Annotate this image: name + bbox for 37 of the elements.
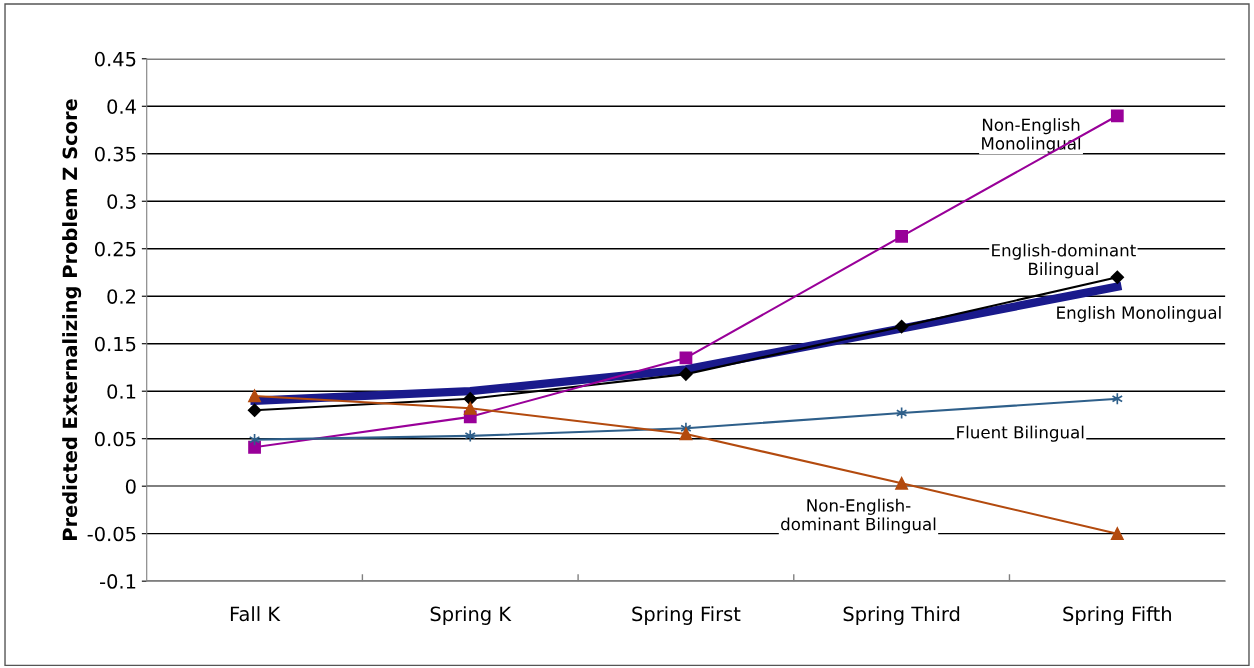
point xyxy=(895,230,909,243)
y-tick-label: 0.1 xyxy=(107,384,136,399)
x-tick-label: Spring First xyxy=(632,606,741,625)
y-axis-title: Predicted Externalizing Problem Z Score xyxy=(62,99,82,540)
y-tick-label: 0.15 xyxy=(94,336,136,352)
point xyxy=(1110,270,1125,284)
series-label: Fluent Bilingual xyxy=(957,425,1084,442)
point xyxy=(1110,527,1124,541)
y-tick-label: 0.25 xyxy=(94,241,136,257)
x-tick-label: Spring K xyxy=(430,606,512,625)
y-tick-label: 0.3 xyxy=(107,194,136,209)
x-tick-label: Spring Third xyxy=(843,606,960,625)
point xyxy=(1110,109,1124,123)
y-tick-label: -0.05 xyxy=(87,526,136,542)
x-tick-label: Fall K xyxy=(230,606,281,622)
y-tick-label: 0.05 xyxy=(94,431,136,447)
point xyxy=(248,440,261,454)
point xyxy=(679,367,693,381)
series-label: English Monolingual xyxy=(1057,306,1221,323)
y-tick-label: 0 xyxy=(125,479,136,494)
point xyxy=(894,319,909,334)
point xyxy=(679,351,693,365)
y-tick-label: 0.2 xyxy=(107,289,136,304)
y-tick-label: 0.45 xyxy=(94,51,136,67)
y-tick-label: 0.4 xyxy=(107,99,136,114)
y-tick-label: 0.35 xyxy=(94,146,136,162)
point xyxy=(463,401,477,415)
point xyxy=(463,392,477,406)
point xyxy=(247,403,262,417)
point xyxy=(679,427,693,441)
point xyxy=(248,389,261,403)
series-label: English-dominant Bilingual xyxy=(992,243,1136,279)
point xyxy=(464,429,476,443)
series-label: Non-English- dominant Bilingual xyxy=(781,498,936,534)
x-tick-label: Spring Fifth xyxy=(1063,606,1171,625)
point xyxy=(895,476,909,490)
y-tick-label: -0.1 xyxy=(100,574,136,589)
